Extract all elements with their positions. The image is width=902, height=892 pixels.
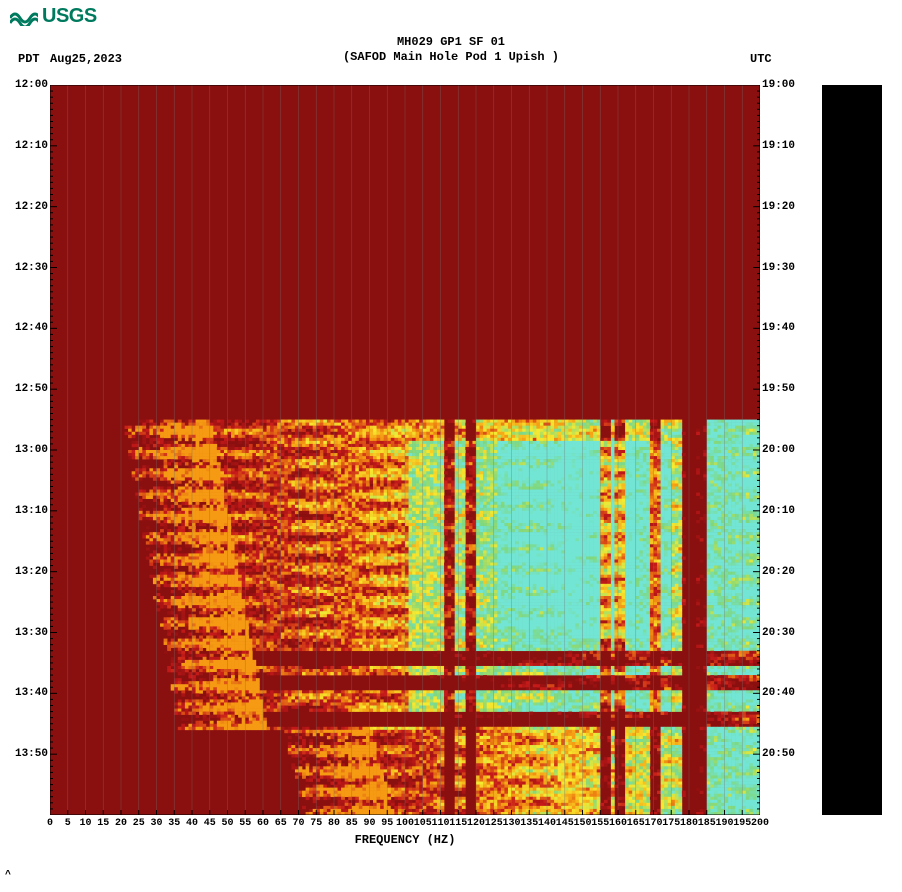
freq-tick: 175 bbox=[662, 818, 680, 829]
freq-tick: 120 bbox=[467, 818, 485, 829]
plot-title: MH029 GP1 SF 01 bbox=[0, 35, 902, 49]
freq-tick: 100 bbox=[396, 818, 414, 829]
time-tick: 12:30 bbox=[15, 262, 48, 274]
time-tick: 13:20 bbox=[15, 566, 48, 578]
freq-tick: 165 bbox=[627, 818, 645, 829]
freq-tick: 30 bbox=[150, 818, 162, 829]
freq-tick: 35 bbox=[168, 818, 180, 829]
freq-tick: 75 bbox=[310, 818, 322, 829]
time-tick: 20:20 bbox=[762, 566, 795, 578]
time-tick: 13:00 bbox=[15, 444, 48, 456]
spectrogram-plot bbox=[50, 85, 760, 815]
freq-tick: 155 bbox=[591, 818, 609, 829]
time-tick: 19:30 bbox=[762, 262, 795, 274]
date-label: Aug25,2023 bbox=[50, 52, 122, 66]
time-tick: 12:40 bbox=[15, 322, 48, 334]
time-tick: 19:00 bbox=[762, 79, 795, 91]
freq-tick: 80 bbox=[328, 818, 340, 829]
tz-left-label: PDT bbox=[18, 52, 40, 66]
freq-tick: 95 bbox=[381, 818, 393, 829]
time-tick: 13:40 bbox=[15, 687, 48, 699]
freq-tick: 5 bbox=[65, 818, 71, 829]
time-tick: 20:10 bbox=[762, 505, 795, 517]
tz-right-label: UTC bbox=[750, 52, 772, 66]
freq-tick: 65 bbox=[275, 818, 287, 829]
freq-tick: 25 bbox=[133, 818, 145, 829]
freq-tick: 110 bbox=[431, 818, 449, 829]
time-tick: 12:20 bbox=[15, 201, 48, 213]
freq-tick: 40 bbox=[186, 818, 198, 829]
x-axis-label: FREQUENCY (HZ) bbox=[50, 833, 760, 847]
freq-tick: 0 bbox=[47, 818, 53, 829]
time-tick: 12:00 bbox=[15, 79, 48, 91]
freq-tick: 20 bbox=[115, 818, 127, 829]
freq-tick: 150 bbox=[573, 818, 591, 829]
time-tick: 19:10 bbox=[762, 140, 795, 152]
freq-tick: 15 bbox=[97, 818, 109, 829]
time-tick: 12:50 bbox=[15, 383, 48, 395]
time-tick: 12:10 bbox=[15, 140, 48, 152]
time-tick: 13:10 bbox=[15, 505, 48, 517]
time-tick: 19:40 bbox=[762, 322, 795, 334]
caret-mark: ^ bbox=[5, 870, 11, 881]
time-tick: 20:30 bbox=[762, 627, 795, 639]
time-tick: 20:50 bbox=[762, 748, 795, 760]
freq-tick: 45 bbox=[204, 818, 216, 829]
freq-tick: 140 bbox=[538, 818, 556, 829]
freq-tick: 130 bbox=[502, 818, 520, 829]
freq-tick: 170 bbox=[644, 818, 662, 829]
time-tick: 19:20 bbox=[762, 201, 795, 213]
freq-tick: 190 bbox=[715, 818, 733, 829]
spectrogram-svg bbox=[50, 85, 760, 815]
logo-text: USGS bbox=[42, 5, 97, 28]
usgs-logo: USGS bbox=[10, 5, 97, 28]
freq-tick: 10 bbox=[79, 818, 91, 829]
wave-icon bbox=[10, 8, 38, 26]
time-tick: 20:00 bbox=[762, 444, 795, 456]
time-tick: 13:30 bbox=[15, 627, 48, 639]
freq-tick: 185 bbox=[698, 818, 716, 829]
frequency-axis: 0510152025303540455055606570758085909510… bbox=[50, 818, 760, 833]
time-tick: 20:40 bbox=[762, 687, 795, 699]
freq-tick: 105 bbox=[414, 818, 432, 829]
time-tick: 13:50 bbox=[15, 748, 48, 760]
freq-tick: 70 bbox=[292, 818, 304, 829]
freq-tick: 50 bbox=[221, 818, 233, 829]
freq-tick: 200 bbox=[751, 818, 769, 829]
freq-tick: 90 bbox=[363, 818, 375, 829]
freq-tick: 115 bbox=[449, 818, 467, 829]
freq-tick: 135 bbox=[520, 818, 538, 829]
freq-tick: 60 bbox=[257, 818, 269, 829]
left-time-axis: 12:0012:1012:2012:3012:4012:5013:0013:10… bbox=[10, 85, 50, 815]
time-tick: 19:50 bbox=[762, 383, 795, 395]
colorbar bbox=[822, 85, 882, 815]
freq-tick: 195 bbox=[733, 818, 751, 829]
freq-tick: 85 bbox=[346, 818, 358, 829]
right-time-axis: 19:0019:1019:2019:3019:4019:5020:0020:10… bbox=[760, 85, 805, 815]
freq-tick: 160 bbox=[609, 818, 627, 829]
freq-tick: 180 bbox=[680, 818, 698, 829]
freq-tick: 145 bbox=[556, 818, 574, 829]
freq-tick: 125 bbox=[485, 818, 503, 829]
freq-tick: 55 bbox=[239, 818, 251, 829]
